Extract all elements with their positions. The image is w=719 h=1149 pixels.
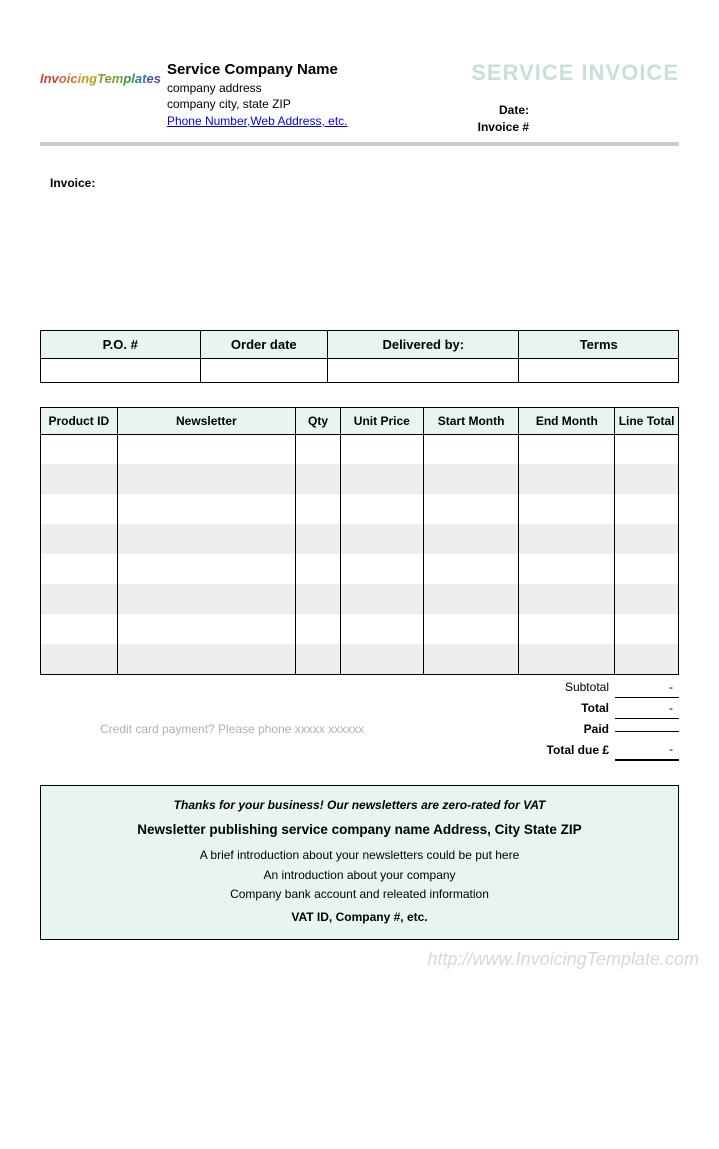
company-block: Service Company Name company address com… [167,60,348,129]
paid-value [615,725,679,732]
footer-intro1: A brief introduction about your newslett… [51,846,668,865]
date-label: Date: [471,102,529,119]
company-contact-link[interactable]: Phone Number,Web Address, etc. [167,114,348,128]
totals-row-total: Total - [40,698,679,719]
po-header-orderdate: Order date [200,330,328,358]
document-title: SERVICE INVOICE [471,60,679,86]
item-row [41,584,679,614]
credit-note: Credit card payment? Please phone xxxxx … [40,722,535,736]
item-row [41,554,679,584]
po-table: P.O. # Order date Delivered by: Terms [40,330,679,383]
header: InvoicingTemplates Service Company Name … [40,60,679,136]
invoice-page: InvoicingTemplates Service Company Name … [0,0,719,980]
company-name: Service Company Name [167,60,348,80]
totals-row-due: Total due £ - [40,739,679,761]
item-row [41,494,679,524]
po-header-terms: Terms [519,330,679,358]
company-address-1: company address [167,80,348,96]
items-header-newsletter: Newsletter [117,407,296,434]
meta-labels: Date: Invoice # [471,102,529,136]
footer-box: Thanks for your business! Our newsletter… [40,785,679,941]
subtotal-label: Subtotal [535,677,615,697]
item-row [41,464,679,494]
footer-thanks: Thanks for your business! Our newsletter… [51,796,668,815]
po-cell [328,358,519,382]
items-header-endmonth: End Month [519,407,615,434]
po-header-po: P.O. # [41,330,201,358]
due-label: Total due £ [535,740,615,760]
footer-publisher: Newsletter publishing service company na… [51,819,668,841]
items-header-startmonth: Start Month [423,407,519,434]
header-divider [40,142,679,146]
items-header-productid: Product ID [41,407,118,434]
header-left: InvoicingTemplates Service Company Name … [40,60,347,129]
footer-intro2: An introduction about your company [51,866,668,885]
items-body [41,434,679,674]
items-header-unitprice: Unit Price [340,407,423,434]
item-row [41,614,679,644]
logo: InvoicingTemplates [40,70,161,88]
po-cell [41,358,201,382]
item-row [41,524,679,554]
total-value: - [615,698,679,719]
logo-text: InvoicingTemplates [40,71,161,86]
due-value: - [615,739,679,761]
items-table: Product ID Newsletter Qty Unit Price Sta… [40,407,679,675]
item-row [41,644,679,674]
totals-block: Subtotal - Total - Credit card payment? … [40,677,679,761]
footer-bank: Company bank account and releated inform… [51,885,668,904]
invoice-number-label: Invoice # [471,119,529,136]
subtotal-value: - [615,677,679,698]
invoice-to-label: Invoice: [50,176,679,190]
total-label: Total [535,698,615,718]
totals-row-subtotal: Subtotal - [40,677,679,698]
footer-vat: VAT ID, Company #, etc. [51,908,668,927]
item-row [41,434,679,464]
totals-row-paid: Credit card payment? Please phone xxxxx … [40,719,679,739]
po-cell [519,358,679,382]
watermark: http://www.InvoicingTemplate.com [428,949,699,970]
po-header-delivered: Delivered by: [328,330,519,358]
items-header-qty: Qty [296,407,341,434]
po-cell [200,358,328,382]
company-address-2: company city, state ZIP [167,96,348,112]
items-header-linetotal: Line Total [615,407,679,434]
po-row [41,358,679,382]
title-block: SERVICE INVOICE Date: Invoice # [471,60,679,136]
paid-label: Paid [535,719,615,739]
